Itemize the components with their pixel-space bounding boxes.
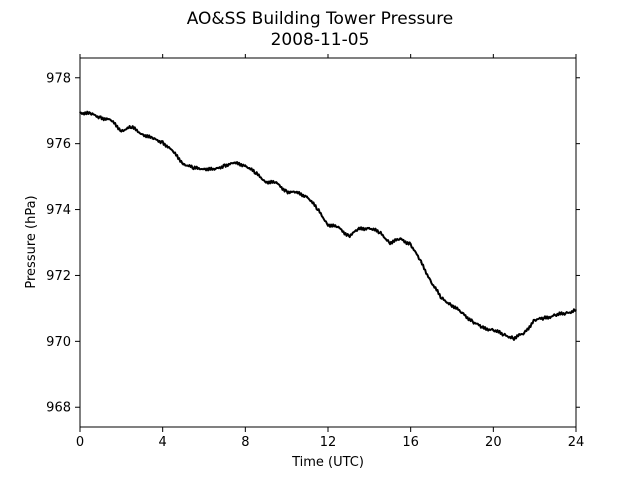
x-tick-label: 16 <box>402 435 419 450</box>
pressure-data-point <box>130 126 133 128</box>
x-tick-label: 0 <box>76 435 84 450</box>
pressure-data-point <box>502 333 505 336</box>
y-tick-label: 978 <box>46 71 71 86</box>
pressure-data-point <box>213 169 216 171</box>
pressure-data-point <box>492 329 495 331</box>
pressure-data-point <box>203 167 205 170</box>
y-tick-label: 968 <box>46 401 71 416</box>
pressure-data-point <box>471 320 474 323</box>
x-tick-label: 12 <box>320 435 337 450</box>
pressure-data-point <box>389 241 391 244</box>
pressure-data-point <box>120 129 123 132</box>
pressure-data-point <box>316 208 319 211</box>
pressure-data-point <box>265 180 267 183</box>
pressure-data-point <box>564 312 567 315</box>
x-tick-label: 4 <box>159 435 167 450</box>
x-axis-label: Time (UTC) <box>291 455 364 470</box>
pressure-data-point <box>110 119 112 122</box>
series-layer <box>79 110 577 341</box>
pressure-data-point <box>347 235 350 237</box>
pressure-series-line <box>79 110 577 341</box>
pressure-data-point <box>523 332 526 334</box>
pressure-data-point <box>544 317 546 320</box>
pressure-data-point <box>89 113 92 115</box>
pressure-data-point <box>254 172 257 175</box>
pressure-data-point <box>172 151 174 153</box>
pressure-data-point <box>533 319 536 321</box>
chart-title: AO&SS Building Tower Pressure <box>187 9 454 29</box>
pressure-data-point <box>358 228 360 231</box>
pressure-data-point <box>192 167 195 170</box>
y-tick-label: 970 <box>46 335 71 350</box>
pressure-data-point <box>161 141 164 143</box>
plot-frame <box>79 57 577 428</box>
pressure-data-point <box>141 132 143 135</box>
y-axis-label: Pressure (hPa) <box>24 195 39 288</box>
pressure-data-point <box>244 164 247 166</box>
chart-subtitle: 2008-11-05 <box>271 30 370 50</box>
x-tick-label: 8 <box>241 435 249 450</box>
x-tick-label: 24 <box>568 435 585 450</box>
pressure-data-point <box>99 116 102 119</box>
pressure-data-point <box>275 182 278 184</box>
pressure-data-point <box>440 297 443 300</box>
pressure-data-point <box>234 162 236 165</box>
pressure-data-point <box>482 327 484 329</box>
pressure-data-point <box>513 337 515 339</box>
pressure-data-point <box>368 226 371 229</box>
pressure-data-point <box>151 137 154 140</box>
x-tick-label: 20 <box>485 435 502 450</box>
pressure-data-point <box>554 314 557 316</box>
pressure-data-point <box>399 238 402 241</box>
pressure-data-point <box>430 281 433 283</box>
pressure-data-point <box>409 243 412 245</box>
y-tick-label: 976 <box>46 137 71 152</box>
pressure-data-point <box>327 223 329 226</box>
axis-ticks: 0 4 8 12 16 20 24 968 970 972 974 976 978 <box>46 54 584 450</box>
pressure-data-point <box>420 261 422 264</box>
pressure-data-point <box>223 164 226 166</box>
y-tick-label: 972 <box>46 269 71 284</box>
pressure-data-point <box>378 231 381 234</box>
pressure-data-point <box>461 312 464 315</box>
pressure-data-point <box>306 195 309 198</box>
y-tick-label: 974 <box>46 203 71 218</box>
pressure-data-point <box>285 190 288 193</box>
pressure-data-point <box>182 162 185 165</box>
pressure-data-point <box>296 192 298 194</box>
pressure-data-point <box>451 304 453 306</box>
pressure-data-point <box>337 226 340 229</box>
